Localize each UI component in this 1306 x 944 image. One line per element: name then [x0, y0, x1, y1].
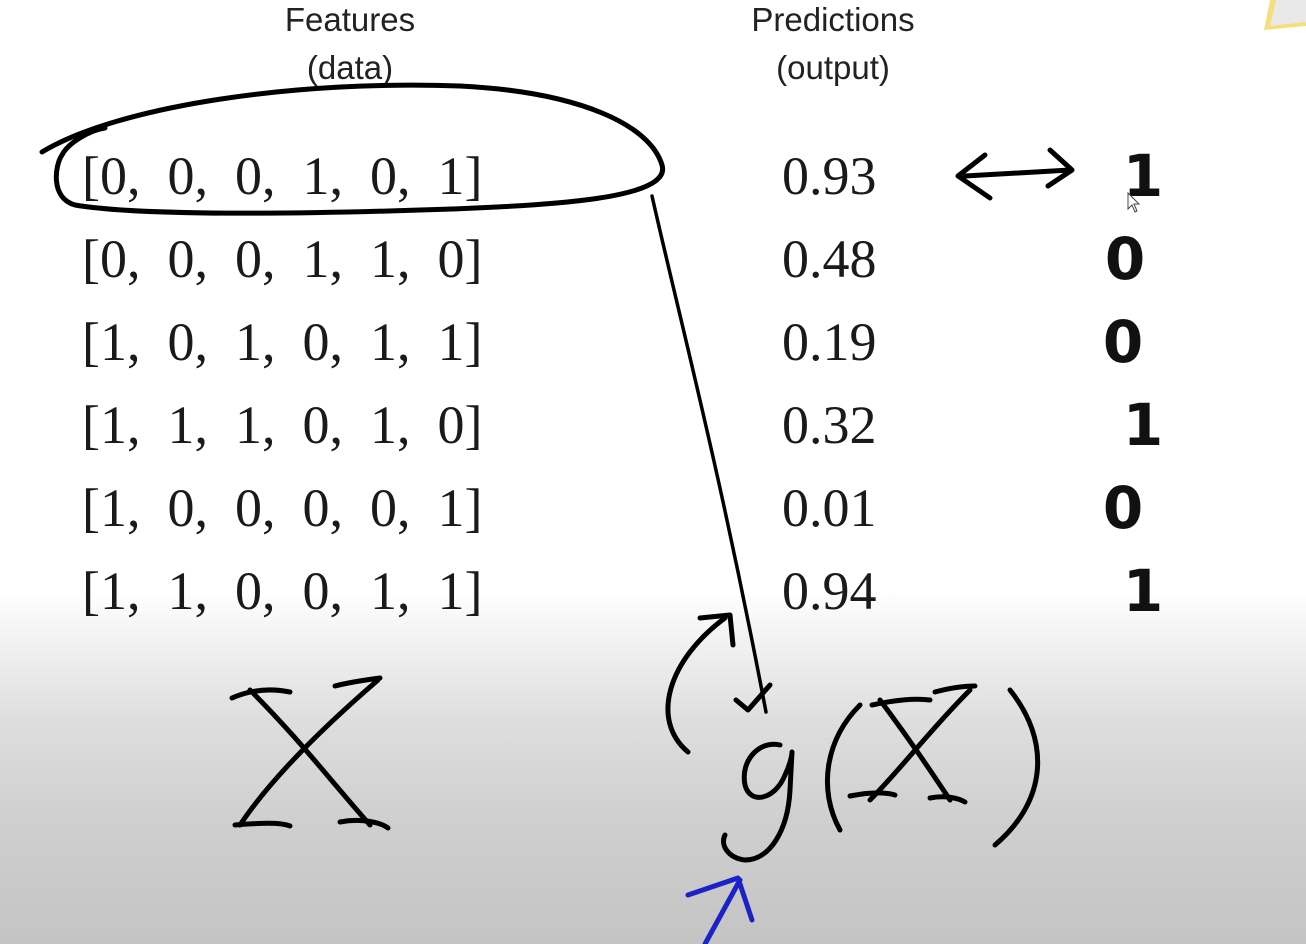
- handwritten-label: 0: [1102, 308, 1144, 376]
- prediction-value: 0.94: [782, 561, 877, 621]
- predictions-header: Predictions (output): [683, 0, 983, 92]
- feature-vector: [1, 0, 1, 0, 1, 1]: [82, 312, 483, 372]
- predictions-header-title: Predictions: [751, 1, 915, 38]
- function-g-letter: [721, 741, 795, 863]
- output-curved-arrow: [665, 615, 728, 755]
- handwritten-label: 1: [1122, 142, 1164, 210]
- features-header-subtitle: (data): [306, 49, 394, 86]
- prediction-value: 0.48: [782, 229, 877, 289]
- handwritten-label: 1: [1122, 557, 1164, 625]
- mouse-cursor-icon: [1127, 192, 1141, 213]
- feature-vector: [0, 0, 0, 1, 0, 1]: [82, 146, 483, 206]
- feature-to-function-arrow: [650, 194, 768, 714]
- handwritten-label: 1: [1122, 391, 1164, 459]
- feature-vector: [1, 0, 0, 0, 0, 1]: [82, 478, 483, 538]
- prediction-value: 0.01: [782, 478, 877, 538]
- prediction-value: 0.93: [782, 146, 877, 206]
- close-paren: [992, 687, 1041, 848]
- predictions-header-subtitle: (output): [776, 49, 890, 86]
- prediction-value: 0.19: [782, 312, 877, 372]
- prediction-value: 0.32: [782, 395, 877, 455]
- open-paren: [824, 702, 863, 833]
- corner-decoration: [1264, 0, 1306, 30]
- blue-pointer-arrow: [685, 875, 755, 944]
- matrix-x-symbol: [229, 675, 391, 831]
- feature-vector: [0, 0, 0, 1, 1, 0]: [82, 229, 483, 289]
- feature-vector: [1, 1, 0, 0, 1, 1]: [82, 561, 483, 621]
- feature-vector: [1, 1, 1, 0, 1, 0]: [82, 395, 483, 455]
- compare-arrow: [962, 167, 1073, 179]
- features-header-title: Features: [284, 1, 416, 38]
- features-header: Features (data): [200, 0, 500, 92]
- handwritten-label: 0: [1104, 225, 1146, 293]
- handwritten-label: 0: [1102, 474, 1144, 542]
